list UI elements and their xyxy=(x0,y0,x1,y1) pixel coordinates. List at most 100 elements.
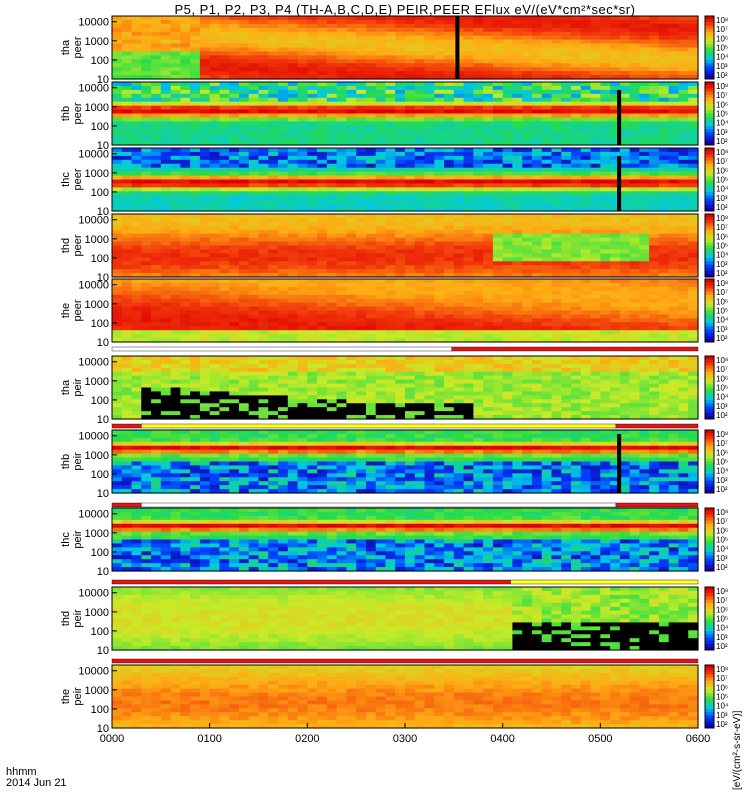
colorbar-tick-label: 10⁵ xyxy=(716,615,728,624)
y-tick-label: 1000 xyxy=(85,528,109,540)
mode-bar-segment xyxy=(510,579,699,585)
colorbar-tick-label: 10³ xyxy=(716,476,728,485)
y-axis-label: thbpeir xyxy=(60,452,84,471)
y-tick-label: 10000 xyxy=(78,149,109,161)
colorbar-tick-label: 10⁴ xyxy=(716,119,729,128)
colorbar-tick-label: 10² xyxy=(716,137,728,146)
y-tick-label: 10 xyxy=(97,645,109,657)
colorbar-tick-label: 10⁸ xyxy=(716,587,728,596)
y-tick-label: 100 xyxy=(91,253,109,265)
y-axis-label: thcpeir xyxy=(60,530,84,549)
colorbar-tick-label: 10⁵ xyxy=(716,536,728,545)
colorbar-tick-label: 10⁷ xyxy=(716,288,728,297)
y-tick-label: 10000 xyxy=(78,83,109,95)
colorbar-tick-label: 10² xyxy=(716,203,728,212)
colorbar-tick-label: 10⁴ xyxy=(716,702,729,711)
y-axis-label: thdpeer xyxy=(60,234,84,256)
colorbar-tick-label: 10⁴ xyxy=(716,624,729,633)
time-axis-label: hhmm xyxy=(6,766,37,778)
mode-bar-segment xyxy=(615,423,699,429)
y-axis-label: thcpeer xyxy=(60,168,84,190)
y-tick-label: 10000 xyxy=(78,357,109,369)
colorbar-tick-label: 10⁶ xyxy=(716,100,728,109)
y-tick-label: 10000 xyxy=(78,588,109,600)
colorbar-tick-label: 10⁷ xyxy=(716,365,728,374)
colorbar-tick-label: 10⁸ xyxy=(716,82,728,91)
y-tick-label: 100 xyxy=(91,626,109,638)
panel-frame xyxy=(111,586,699,651)
spectrogram-panel-tha-peer: 10 100 1000 10000 thapeer 10²10³10⁴10⁵10⁶10⁷1… xyxy=(60,15,729,86)
panel-frame xyxy=(111,213,699,278)
mode-bar-segment xyxy=(141,502,617,508)
colorbar-tick-label: 10² xyxy=(716,334,728,343)
y-tick-label: 10 xyxy=(97,206,109,218)
data-gap-mark xyxy=(455,16,460,79)
x-tick-label: 0600 xyxy=(686,733,710,745)
y-tick-label: 1000 xyxy=(85,102,109,114)
x-axis: 0000 0100 0200 0300 0400 0500 0600 xyxy=(100,723,710,745)
colorbar-tick-label: 10⁵ xyxy=(716,242,728,251)
colorbar-tick-label: 10³ xyxy=(716,402,728,411)
colorbar-tick-label: 10² xyxy=(716,720,728,729)
y-tick-label: 100 xyxy=(91,469,109,481)
date-label: 2014 Jun 21 xyxy=(6,777,67,789)
mode-bar-segment xyxy=(111,502,142,508)
colorbar-tick-label: 10⁶ xyxy=(716,297,728,306)
y-tick-label: 10000 xyxy=(78,17,109,29)
panel-frame xyxy=(111,355,699,420)
y-tick-label: 10 xyxy=(97,488,109,500)
y-axis-label: thepeir xyxy=(60,687,84,706)
colorbar-tick-label: 10⁷ xyxy=(716,25,728,34)
colorbar-tick-label: 10⁴ xyxy=(716,467,729,476)
x-tick-label: 0500 xyxy=(588,733,612,745)
colorbar-tick-label: 10³ xyxy=(716,633,728,642)
colorbar-tick-label: 10² xyxy=(716,71,728,80)
spectrogram-panel-thd-peer: 10 100 1000 10000 thdpeer 10²10³10⁴10⁵10⁶10⁷1… xyxy=(60,213,729,284)
colorbar-tick-label: 10⁷ xyxy=(716,91,728,100)
spectrogram-panel-thc-peer: 10 100 1000 10000 thcpeer 10²10³10⁴10⁵10⁶10⁷1… xyxy=(60,147,729,218)
y-axis-label: thbpeer xyxy=(60,102,84,124)
y-tick-label: 1000 xyxy=(85,36,109,48)
colorbar-tick-label: 10⁷ xyxy=(716,674,728,683)
colorbar-tick-label: 10⁵ xyxy=(716,307,728,316)
colorbar-tick-label: 10³ xyxy=(716,128,728,137)
colorbar-tick-label: 10⁷ xyxy=(716,223,728,232)
colorbar-tick-label: 10⁴ xyxy=(716,185,729,194)
colorbar-tick-label: 10² xyxy=(716,485,728,494)
colorbar-tick-label: 10⁷ xyxy=(716,596,728,605)
data-gap-mark xyxy=(617,90,622,145)
colorbar-tick-label: 10² xyxy=(716,411,728,420)
spectrogram-panel-tha-peir: 10 100 1000 10000 thapeir 10²10³10⁴10⁵10⁶10⁷1… xyxy=(60,355,729,426)
mode-bar-segment xyxy=(111,579,511,585)
colorbar-tick-label: 10³ xyxy=(716,711,728,720)
colorbar-tick-label: 10⁷ xyxy=(716,517,728,526)
colorbar-tick-label: 10⁴ xyxy=(716,251,729,260)
colorbar-tick-label: 10⁸ xyxy=(716,148,728,157)
y-tick-label: 10 xyxy=(97,414,109,426)
y-tick-label: 10 xyxy=(97,140,109,152)
mode-bar-segment xyxy=(111,346,453,352)
y-tick-label: 10000 xyxy=(78,509,109,521)
y-tick-label: 1000 xyxy=(85,234,109,246)
colorbar-tick-label: 10⁵ xyxy=(716,384,728,393)
colorbar-tick-label: 10⁴ xyxy=(716,53,729,62)
y-tick-label: 1000 xyxy=(85,607,109,619)
colorbar-tick-label: 10³ xyxy=(716,554,728,563)
mode-bar-segment xyxy=(111,423,142,429)
colorbar-tick-label: 10⁵ xyxy=(716,44,728,53)
y-tick-label: 1000 xyxy=(85,376,109,388)
panel-frame xyxy=(111,147,699,212)
y-tick-label: 10 xyxy=(97,272,109,284)
colorbar-tick-label: 10⁸ xyxy=(716,356,728,365)
y-tick-label: 100 xyxy=(91,395,109,407)
colorbar-tick-label: 10⁸ xyxy=(716,665,728,674)
y-tick-label: 1000 xyxy=(85,299,109,311)
colorbar-tick-label: 10³ xyxy=(716,62,728,71)
x-tick-label: 0200 xyxy=(295,733,319,745)
